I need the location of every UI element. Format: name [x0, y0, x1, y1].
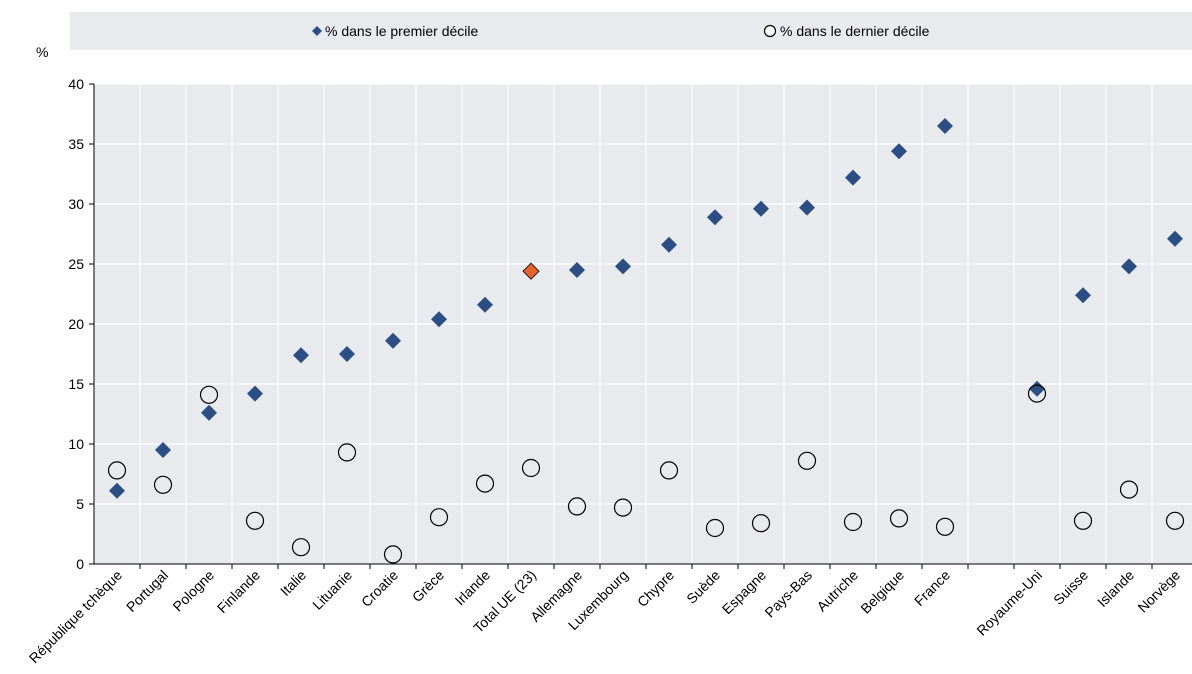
- y-tick-label: 5: [76, 496, 84, 512]
- point-last-decile: [751, 514, 771, 533]
- point-first-decile: [247, 385, 263, 402]
- point-first-decile: [569, 262, 585, 278]
- grid: [94, 83, 1192, 564]
- y-tick-label: 30: [68, 196, 84, 212]
- y-tick-labels: 0 5 10 15 20 25 30 35 40: [68, 76, 84, 572]
- point-last-decile: [1073, 511, 1093, 530]
- point-first-decile: [891, 143, 907, 160]
- x-tick-label: Suède: [683, 567, 723, 607]
- legend-background: [70, 12, 1192, 50]
- point-first-decile: [201, 404, 217, 421]
- x-tick-label: Royaume-Uni: [973, 567, 1045, 639]
- point-first-decile: [1121, 258, 1137, 275]
- point-first-decile: [753, 200, 769, 217]
- point-first-decile: [109, 482, 125, 499]
- point-last-decile: [245, 511, 265, 530]
- data-marks: [107, 118, 1185, 564]
- point-first-decile: [661, 236, 677, 253]
- point-last-decile: [843, 512, 863, 532]
- x-tick-label: Croatie: [358, 567, 401, 610]
- legend-circle-marker: [763, 24, 777, 38]
- x-tick-label: Autriche: [813, 567, 861, 615]
- y-tick-label: 20: [68, 316, 84, 332]
- x-tick-label: Chypre: [634, 567, 677, 610]
- x-tick-label: Finlande: [214, 567, 263, 616]
- legend-label-last-decile: % dans le dernier décile: [780, 23, 930, 39]
- point-last-decile: [1027, 384, 1047, 403]
- y-tick-label: 35: [68, 136, 84, 152]
- point-first-decile: [845, 169, 861, 186]
- point-first-decile: [707, 209, 723, 226]
- point-last-decile: [935, 517, 955, 536]
- x-tick-label: Pologne: [169, 567, 217, 615]
- point-first-decile: [293, 347, 309, 364]
- point-first-decile: [385, 332, 401, 349]
- legend-label-first-decile: % dans le premier décile: [325, 23, 479, 39]
- point-last-decile: [797, 451, 817, 470]
- legend: % dans le premier décile % dans le derni…: [312, 23, 930, 39]
- y-tick-label: 0: [76, 556, 84, 572]
- x-tick-label: France: [911, 567, 953, 609]
- point-first-decile: [615, 258, 631, 275]
- point-last-decile: [521, 458, 541, 478]
- x-tick-label: Norvège: [1134, 567, 1183, 616]
- y-tick-label: 40: [68, 76, 84, 92]
- x-tick-labels: République tchèquePortugalPologneFinland…: [26, 567, 1184, 667]
- point-first-decile: [339, 346, 355, 362]
- axes: [89, 83, 1192, 569]
- point-last-decile: [475, 474, 495, 493]
- legend-diamond-marker: [312, 26, 322, 36]
- x-tick-label: Italie: [277, 567, 309, 599]
- x-tick-label: Islande: [1094, 567, 1137, 610]
- point-last-decile: [337, 443, 357, 462]
- x-tick-label: Lituanie: [309, 567, 355, 613]
- point-first-decile: [799, 199, 815, 216]
- y-tick-label: 10: [68, 436, 84, 452]
- point-first-decile: [1029, 380, 1045, 397]
- point-last-decile: [153, 475, 173, 494]
- point-first-decile: [1075, 287, 1091, 304]
- point-last-decile: [199, 385, 219, 404]
- point-last-decile: [889, 509, 909, 528]
- point-first-decile: [937, 118, 953, 134]
- point-first-decile: [155, 442, 171, 458]
- point-first-decile: [431, 311, 447, 328]
- point-last-decile: [1165, 511, 1185, 530]
- x-tick-label: Portugal: [123, 567, 171, 615]
- x-tick-label: Pays-Bas: [761, 567, 815, 621]
- x-tick-label: Belgique: [857, 567, 907, 617]
- y-tick-label: 25: [68, 256, 84, 272]
- point-first-decile: [477, 296, 493, 313]
- point-last-decile: [567, 497, 587, 516]
- point-last-decile: [659, 461, 679, 480]
- point-first-decile: [1167, 230, 1183, 247]
- point-last-decile: [383, 545, 403, 564]
- x-tick-label: Irlande: [452, 567, 494, 609]
- point-last-decile: [429, 508, 449, 527]
- y-tick-label: 15: [68, 376, 84, 392]
- x-tick-label: Grèce: [409, 567, 447, 605]
- point-last-decile: [107, 461, 127, 480]
- y-axis-unit-label: %: [36, 44, 48, 60]
- x-tick-label: Suisse: [1050, 567, 1091, 608]
- point-first-decile: [522, 262, 540, 280]
- point-last-decile: [1119, 480, 1139, 499]
- point-last-decile: [291, 538, 311, 557]
- point-last-decile: [613, 498, 633, 517]
- point-last-decile: [705, 518, 725, 538]
- x-tick-label: République tchèque: [26, 567, 126, 667]
